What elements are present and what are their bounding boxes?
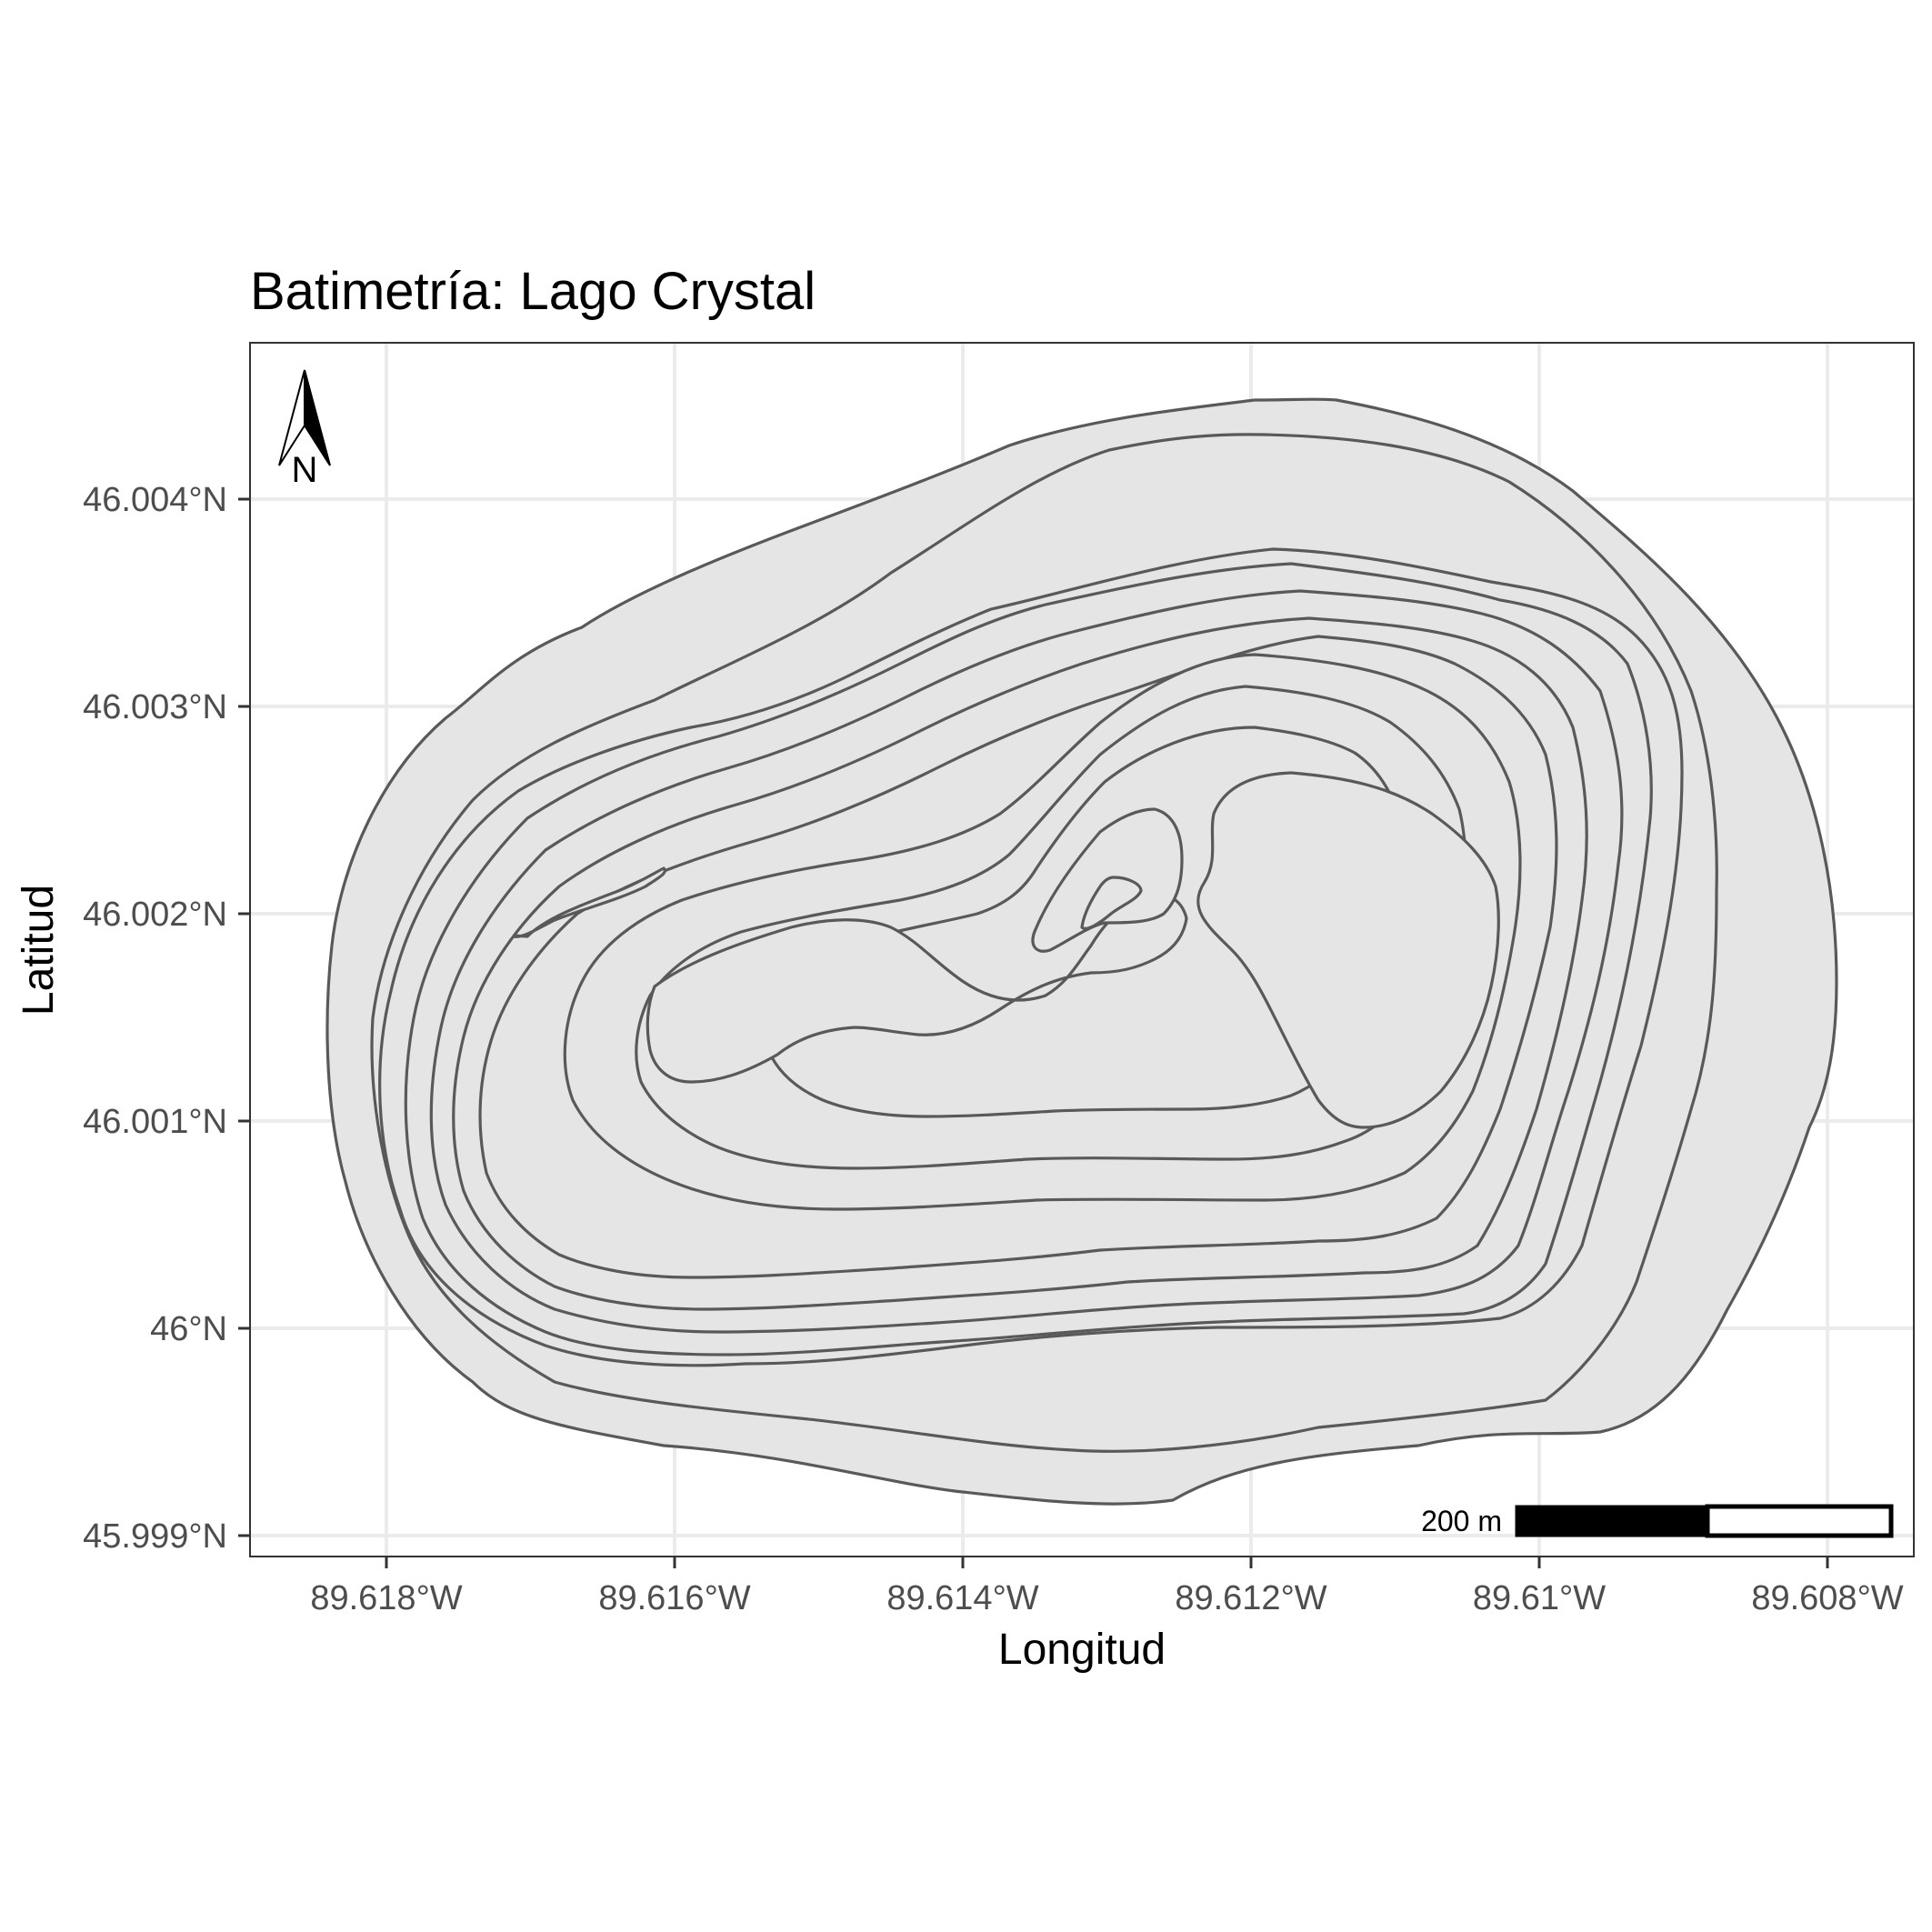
x-tick-label: 89.614°W <box>886 1579 1038 1617</box>
x-tick-label: 89.616°W <box>598 1579 750 1617</box>
north-arrow-right-half <box>304 369 331 466</box>
north-arrow: N <box>278 369 331 490</box>
scale-bar-black-segment <box>1515 1505 1709 1537</box>
x-tick-label: 89.61°W <box>1473 1579 1606 1617</box>
y-axis: 46.004°N 46.003°N 46.002°N 46.001°N 46°N… <box>15 481 250 1556</box>
x-tick-label: 89.612°W <box>1175 1579 1326 1617</box>
y-tick-label: 46°N <box>150 1310 227 1348</box>
panel-border <box>249 342 1915 1557</box>
north-arrow-label: N <box>292 450 318 490</box>
y-tick-label: 46.001°N <box>83 1103 227 1141</box>
scale-bar-white-segment <box>1705 1504 1894 1538</box>
x-axis: 89.618°W 89.616°W 89.614°W 89.612°W 89.6… <box>310 1557 1904 1674</box>
y-tick-label: 45.999°N <box>83 1517 227 1556</box>
scale-bar: 200 m <box>1421 1504 1894 1538</box>
y-tick-label: 46.004°N <box>83 481 227 519</box>
plot-panel: N 200 m <box>249 342 1915 1557</box>
contour-west-basin <box>646 893 1188 1084</box>
x-tick-label: 89.608°W <box>1751 1579 1903 1617</box>
map-title: Batimetría: Lago Crystal <box>250 262 816 321</box>
scale-bar-label: 200 m <box>1421 1505 1502 1537</box>
x-tick-label: 89.618°W <box>310 1579 462 1617</box>
contour-west-inlet <box>512 866 666 938</box>
x-axis-title: Longitud <box>998 1626 1166 1674</box>
contours <box>325 397 1838 1506</box>
contour-east-basin <box>1196 771 1500 1129</box>
contour-central-deep <box>1080 876 1143 930</box>
y-axis-title: Latitud <box>15 885 63 1016</box>
y-tick-label: 46.002°N <box>83 896 227 934</box>
y-tick-label: 46.003°N <box>83 688 227 726</box>
